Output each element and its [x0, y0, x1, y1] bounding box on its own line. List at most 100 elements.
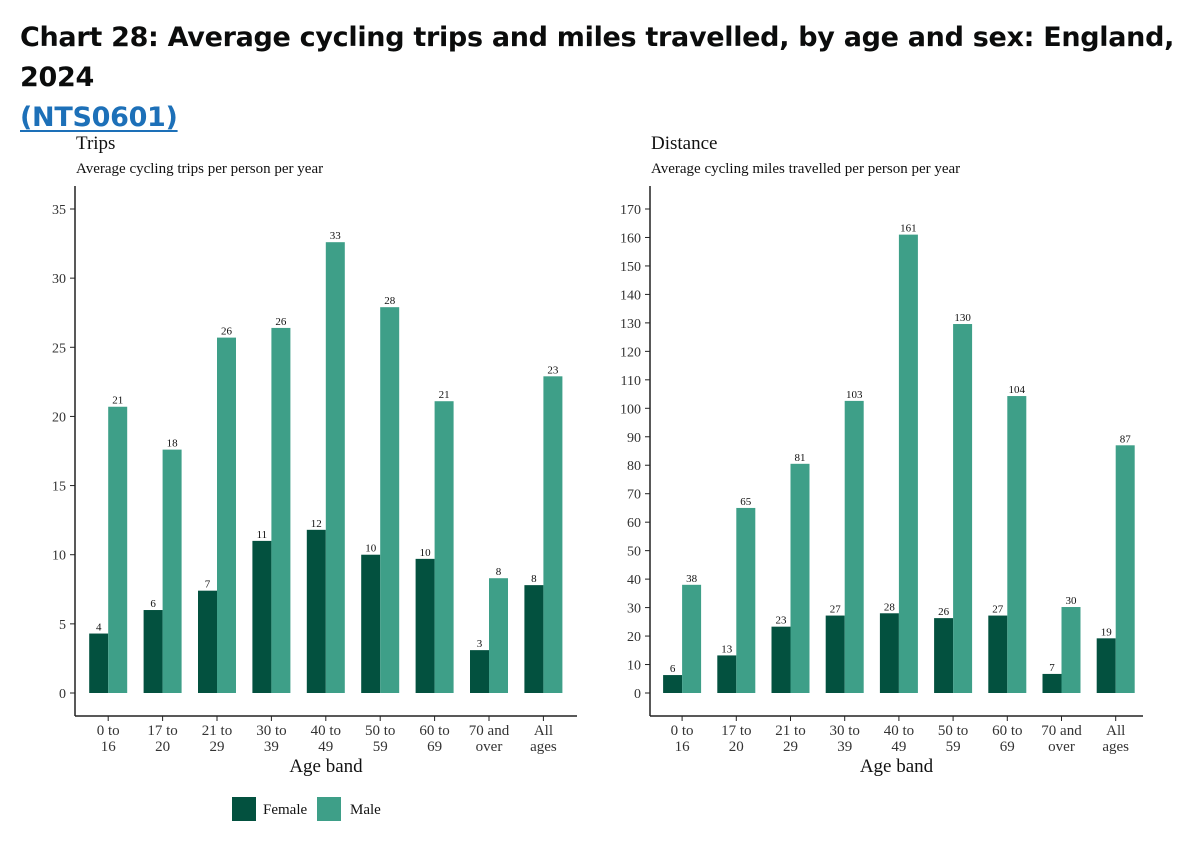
distance-category-label: 17 to — [721, 723, 751, 739]
distance-data-label-female: 27 — [830, 604, 842, 616]
trips-category-label: 30 to — [256, 723, 286, 739]
distance-y-tick-label: 10 — [627, 659, 641, 674]
distance-category-label: 0 to — [671, 723, 694, 739]
distance-bar-female — [1096, 638, 1116, 693]
trips-data-label-female: 8 — [531, 573, 537, 585]
trips-category-label: 50 to — [365, 723, 395, 739]
distance-category-label: 21 to — [775, 723, 805, 739]
trips-data-label-female: 4 — [96, 622, 102, 634]
distance-y-tick-label: 90 — [627, 431, 641, 446]
trips-bar-female — [143, 610, 163, 693]
distance-data-label-female: 7 — [1049, 662, 1055, 674]
trips-bar-male — [489, 578, 508, 693]
trips-bar-female — [415, 558, 435, 693]
trips-data-label-female: 3 — [477, 638, 483, 650]
trips-data-label-male: 28 — [384, 295, 396, 307]
distance-category-label: 30 to — [829, 723, 859, 739]
legend: Female Male — [232, 797, 381, 821]
distance-category-label: 16 — [675, 739, 691, 755]
trips-data-label-male: 33 — [330, 230, 342, 242]
trips-category-label: 59 — [373, 739, 388, 755]
trips-data-label-female: 12 — [311, 518, 322, 530]
distance-data-label-male: 104 — [1009, 384, 1026, 396]
distance-data-label-female: 19 — [1101, 626, 1113, 638]
distance-bar-male — [682, 584, 702, 693]
trips-bar-male — [217, 337, 236, 693]
trips-data-label-male: 18 — [167, 438, 179, 450]
distance-y-tick-label: 140 — [620, 288, 641, 303]
distance-y-tick-label: 20 — [627, 630, 641, 645]
trips-y-tick-label: 30 — [52, 272, 66, 287]
distance-category-label: 29 — [783, 739, 798, 755]
distance-data-label-male: 87 — [1120, 433, 1132, 445]
distance-y-tick-label: 100 — [620, 402, 641, 417]
nts0601-link[interactable]: (NTS0601) — [20, 102, 178, 133]
distance-chart: Distance Average cycling miles travelled … — [620, 133, 1143, 777]
trips-category-label: 49 — [318, 739, 333, 755]
trips-category-label: over — [476, 739, 503, 755]
distance-category-label: All — [1106, 723, 1125, 739]
distance-data-label-male: 161 — [900, 223, 917, 235]
trips-category-label: 39 — [264, 739, 279, 755]
legend-swatch-male — [317, 797, 341, 821]
trips-x-axis-title: Age band — [289, 756, 363, 777]
distance-y-tick-label: 80 — [627, 459, 641, 474]
distance-y-tick-label: 130 — [620, 317, 641, 332]
trips-data-label-male: 21 — [112, 395, 123, 407]
distance-category-label: over — [1048, 739, 1075, 755]
distance-bar-female — [934, 618, 954, 693]
distance-category-label: 69 — [1000, 739, 1015, 755]
distance-data-label-female: 6 — [670, 663, 676, 675]
trips-data-label-female: 10 — [365, 543, 377, 555]
distance-y-tick-label: 30 — [627, 602, 641, 617]
distance-category-label: 70 and — [1041, 723, 1082, 739]
distance-bar-male — [953, 324, 973, 693]
distance-bar-male — [1007, 396, 1027, 693]
trips-category-label: 70 and — [469, 723, 510, 739]
trips-chart: Trips Average cycling trips per person pe… — [52, 133, 577, 777]
trips-data-label-male: 21 — [439, 389, 450, 401]
distance-y-tick-label: 160 — [620, 231, 641, 246]
distance-y-tick-label: 110 — [621, 374, 641, 389]
trips-bar-female — [252, 540, 272, 693]
distance-bar-female — [988, 615, 1008, 693]
trips-data-label-male: 26 — [221, 326, 233, 338]
distance-data-label-male: 103 — [846, 389, 863, 401]
chart-heading-title: Chart 28: Average cycling trips and mile… — [20, 22, 1175, 93]
trips-category-label: 17 to — [147, 723, 177, 739]
trips-panel-title: Trips — [76, 133, 115, 154]
trips-category-label: ages — [530, 739, 557, 755]
trips-y-tick-label: 35 — [52, 203, 66, 218]
trips-category-label: 0 to — [97, 723, 120, 739]
trips-y-tick-label: 0 — [59, 687, 66, 702]
distance-data-label-female: 26 — [938, 606, 950, 618]
distance-category-label: 40 to — [884, 723, 914, 739]
trips-bar-male — [380, 307, 400, 693]
legend-label-male: Male — [350, 802, 381, 818]
distance-category-label: 59 — [946, 739, 961, 755]
distance-category-label: 20 — [729, 739, 744, 755]
distance-y-tick-label: 60 — [627, 516, 641, 531]
distance-y-tick-label: 0 — [634, 687, 641, 702]
distance-panel-subtitle: Average cycling miles travelled per pers… — [651, 161, 960, 177]
trips-data-label-male: 23 — [547, 364, 559, 376]
distance-data-label-female: 23 — [776, 615, 788, 627]
distance-category-label: ages — [1102, 739, 1129, 755]
distance-y-tick-label: 40 — [627, 573, 641, 588]
distance-bar-male — [898, 234, 918, 693]
distance-y-tick-label: 150 — [620, 260, 641, 275]
legend-swatch-female — [232, 797, 256, 821]
trips-bar-female — [470, 650, 489, 693]
distance-data-label-male: 81 — [795, 452, 806, 464]
distance-bar-male — [1061, 607, 1081, 693]
trips-y-tick-label: 10 — [52, 549, 66, 564]
trips-category-label: 60 to — [419, 723, 449, 739]
distance-category-label: 49 — [891, 739, 906, 755]
distance-bar-female — [717, 655, 737, 693]
trips-bar-male — [543, 376, 563, 693]
trips-data-label-male: 8 — [496, 566, 502, 578]
distance-data-label-male: 65 — [740, 496, 752, 508]
trips-bar-male — [434, 401, 454, 693]
distance-panel-title: Distance — [651, 133, 717, 154]
